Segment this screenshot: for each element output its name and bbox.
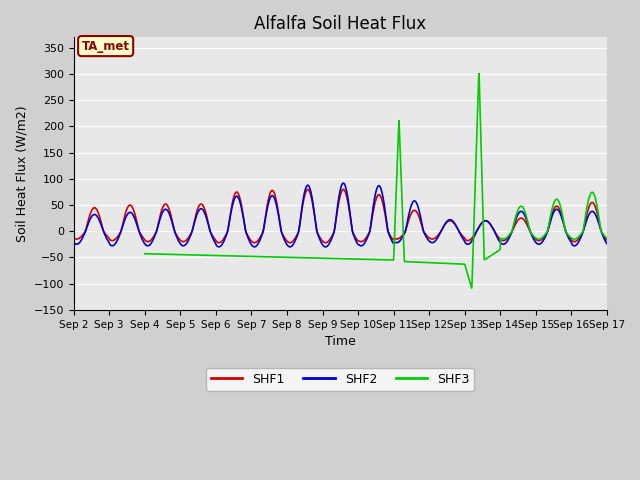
SHF3: [423, 260, 431, 265]
SHF2: [540, 236, 548, 241]
Line: SHF1: SHF1: [74, 190, 607, 243]
SHF2: [248, 243, 256, 249]
SHF1: [188, 228, 196, 233]
Legend: SHF1, SHF2, SHF3: SHF1, SHF2, SHF3: [206, 368, 474, 391]
SHF1: [248, 239, 256, 245]
SHF2: [175, 240, 183, 245]
SHF1: [540, 234, 548, 240]
SHF2: [493, 235, 501, 240]
SHF1: [424, 234, 431, 240]
SHF2: [188, 228, 196, 234]
Line: SHF2: SHF2: [74, 183, 607, 247]
Y-axis label: Soil Heat Flux (W/m2): Soil Heat Flux (W/m2): [15, 105, 28, 242]
SHF2: [70, 240, 77, 246]
SHF1: [304, 187, 312, 192]
Line: SHF3: SHF3: [145, 73, 607, 288]
SHF1: [603, 237, 611, 243]
SHF2: [215, 244, 223, 250]
SHF1: [493, 233, 501, 239]
SHF1: [70, 235, 77, 241]
SHF2: [603, 241, 611, 247]
SHF1: [175, 236, 183, 242]
Title: Alfalfa Soil Heat Flux: Alfalfa Soil Heat Flux: [254, 15, 426, 33]
SHF3: [493, 249, 500, 255]
SHF1: [215, 240, 223, 246]
SHF3: [248, 253, 256, 259]
SHF3: [175, 252, 183, 257]
SHF2: [424, 236, 431, 242]
SHF3: [188, 252, 196, 258]
SHF3: [540, 233, 547, 239]
Text: TA_met: TA_met: [82, 39, 130, 53]
SHF3: [603, 235, 611, 241]
X-axis label: Time: Time: [325, 335, 356, 348]
SHF2: [340, 180, 348, 186]
